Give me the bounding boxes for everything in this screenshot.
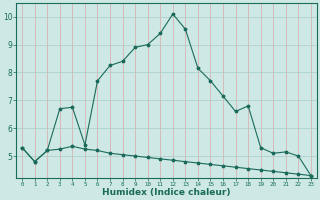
X-axis label: Humidex (Indice chaleur): Humidex (Indice chaleur)	[102, 188, 231, 197]
